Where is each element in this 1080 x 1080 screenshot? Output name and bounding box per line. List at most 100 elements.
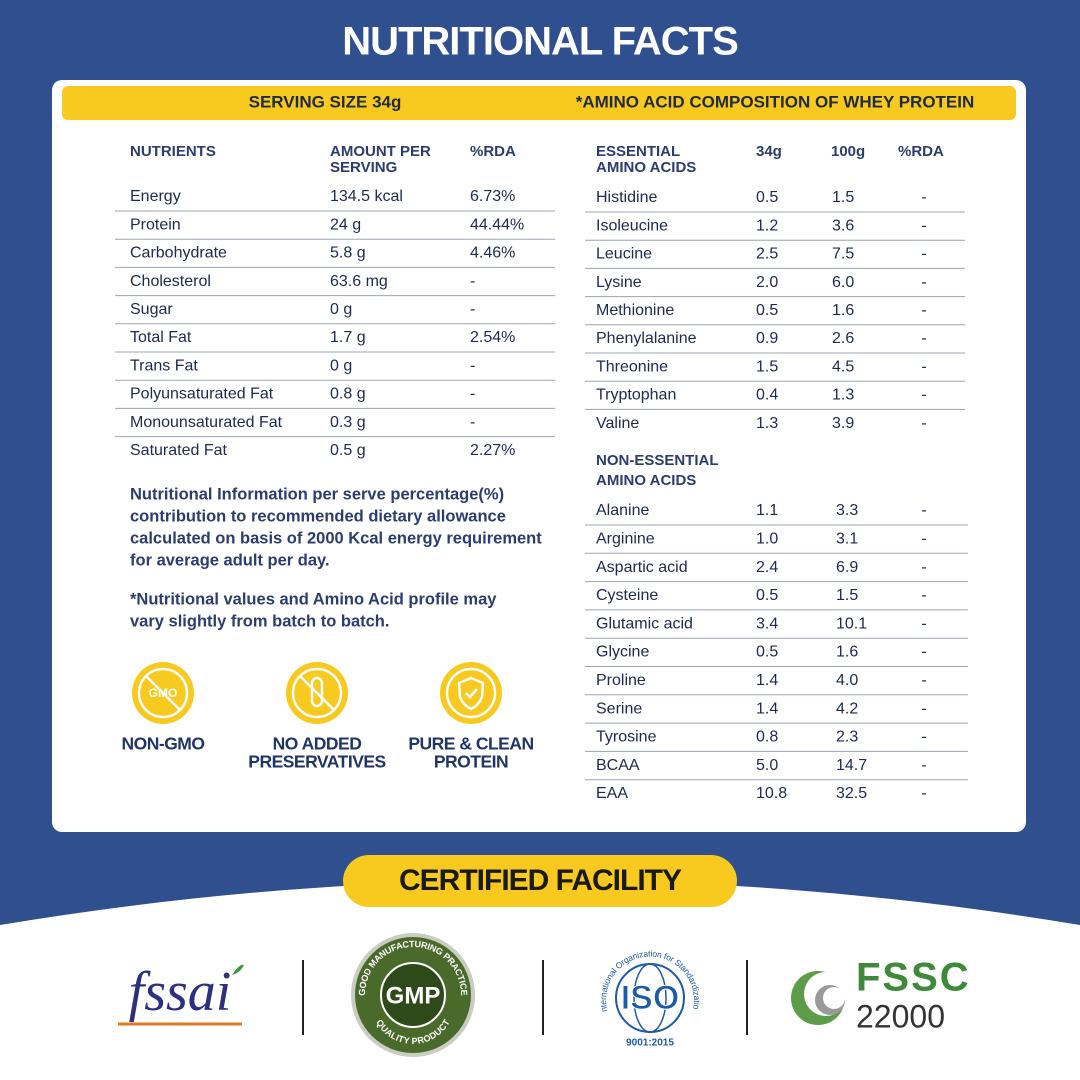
table-cell: 1.3 [756, 415, 778, 432]
badge-icon-slash [299, 675, 335, 711]
table-cell: 1.4 [756, 672, 778, 689]
table-cell: 2.3 [836, 729, 858, 746]
table-cell: 2.5 [756, 246, 778, 263]
badge-label: NO ADDED [273, 734, 362, 754]
table-cell: 44.44% [470, 216, 524, 233]
badge-icon-slash [145, 675, 181, 711]
table-cell: 1.5 [836, 587, 858, 604]
note-line: *Nutritional values and Amino Acid profi… [130, 590, 497, 608]
table-cell: Carbohydrate [130, 245, 227, 262]
table-cell: - [921, 672, 926, 689]
table-cell: 1.2 [756, 217, 778, 234]
table-cell: 6.9 [836, 559, 858, 576]
table-cell: - [921, 587, 926, 604]
certified-pill [343, 855, 737, 907]
table-cell: - [921, 302, 926, 319]
gmp-center [380, 962, 446, 1028]
table-cell: 4.46% [470, 245, 515, 262]
table-cell: 14.7 [836, 757, 867, 774]
table-cell: 1.4 [756, 700, 778, 717]
table-cell: 0.4 [756, 387, 778, 404]
table-cell: 1.6 [836, 644, 858, 661]
iso-standard: 9001:2015 [626, 1038, 674, 1049]
table-cell: 6.0 [832, 274, 854, 291]
table-cell: BCAA [596, 757, 640, 774]
table-cell: 0.9 [756, 330, 778, 347]
table-cell: 0.5 g [330, 442, 366, 459]
badge-icon-shield [457, 676, 485, 711]
badge-icon-ring [445, 667, 497, 719]
bottom-panel [0, 880, 1080, 1080]
amino-title: *AMINO ACID COMPOSITION OF WHEY PROTEIN [576, 92, 975, 111]
note-line: calculated on basis of 2000 Kcal energy … [130, 529, 542, 547]
table-cell: Histidine [596, 189, 657, 206]
table-cell: 4.0 [836, 672, 858, 689]
table-cell: - [921, 502, 926, 519]
table-cell: - [470, 357, 475, 374]
table-cell: Arginine [596, 531, 655, 548]
table-cell: Tryptophan [596, 387, 676, 404]
table-cell: Energy [130, 188, 181, 205]
table-cell: Monounsaturated Fat [130, 414, 283, 431]
table-cell: 0 g [330, 357, 352, 374]
table-cell: 1.6 [832, 302, 854, 319]
notes: Nutritional Information per serve percen… [130, 485, 542, 630]
table-cell: 32.5 [836, 785, 867, 802]
badge-icon [440, 662, 502, 724]
column-header: SERVING [330, 159, 397, 176]
serving-size: SERVING SIZE 34g [249, 92, 402, 111]
table-cell: 1.5 [756, 358, 778, 375]
table-cell: - [470, 386, 475, 403]
table-cell: - [921, 785, 926, 802]
table-cell: Isoleucine [596, 217, 668, 234]
table-cell: 1.7 g [330, 329, 366, 346]
table-cell: Methionine [596, 302, 674, 319]
column-header: 100g [831, 143, 865, 160]
table-cell: 0.5 [756, 189, 778, 206]
column-header: AMOUNT PER [330, 143, 431, 160]
column-header: 34g [756, 143, 782, 160]
table-cell: Glutamic acid [596, 615, 693, 632]
table-cell: - [921, 189, 926, 206]
column-header: ESSENTIAL [596, 143, 680, 160]
table-cell: 2.54% [470, 329, 515, 346]
gmp-label: GMP [386, 982, 441, 1009]
table-cell: Saturated Fat [130, 442, 228, 459]
table-cell: 2.4 [756, 559, 778, 576]
table-cell: Valine [596, 415, 639, 432]
table-cell: Proline [596, 672, 646, 689]
table-cell: 3.1 [836, 531, 858, 548]
table-cell: 134.5 kcal [330, 188, 403, 205]
table-cell: 10.8 [756, 785, 787, 802]
badge-label: PRESERVATIVES [248, 752, 385, 772]
table-cell: - [470, 414, 475, 431]
table-cell: 2.0 [756, 274, 778, 291]
table-cell: 5.0 [756, 757, 778, 774]
table-cell: - [921, 531, 926, 548]
table-cell: 1.3 [832, 387, 854, 404]
table-cell: - [921, 387, 926, 404]
badge-icon-ring [291, 667, 343, 719]
table-cell: Tyrosine [596, 729, 657, 746]
table-cell: - [921, 246, 926, 263]
note-line: vary slightly from batch to batch. [130, 612, 389, 630]
iso-label: ISO [621, 979, 680, 1017]
table-cell: Serine [596, 700, 642, 717]
table-cell: 24 g [330, 216, 361, 233]
table-cell: 2.6 [832, 330, 854, 347]
column-header: %RDA [470, 143, 516, 160]
table-cell: - [921, 559, 926, 576]
table-cell: - [921, 358, 926, 375]
table-cell: 2.27% [470, 442, 515, 459]
table-cell: - [921, 729, 926, 746]
badge-icon-ring [137, 667, 189, 719]
table-cell: EAA [596, 785, 628, 802]
table-cell: 0.3 g [330, 414, 366, 431]
table-cell: Phenylalanine [596, 330, 697, 347]
table-cell: Total Fat [130, 329, 192, 346]
fssc-swirl-core [823, 987, 845, 1009]
